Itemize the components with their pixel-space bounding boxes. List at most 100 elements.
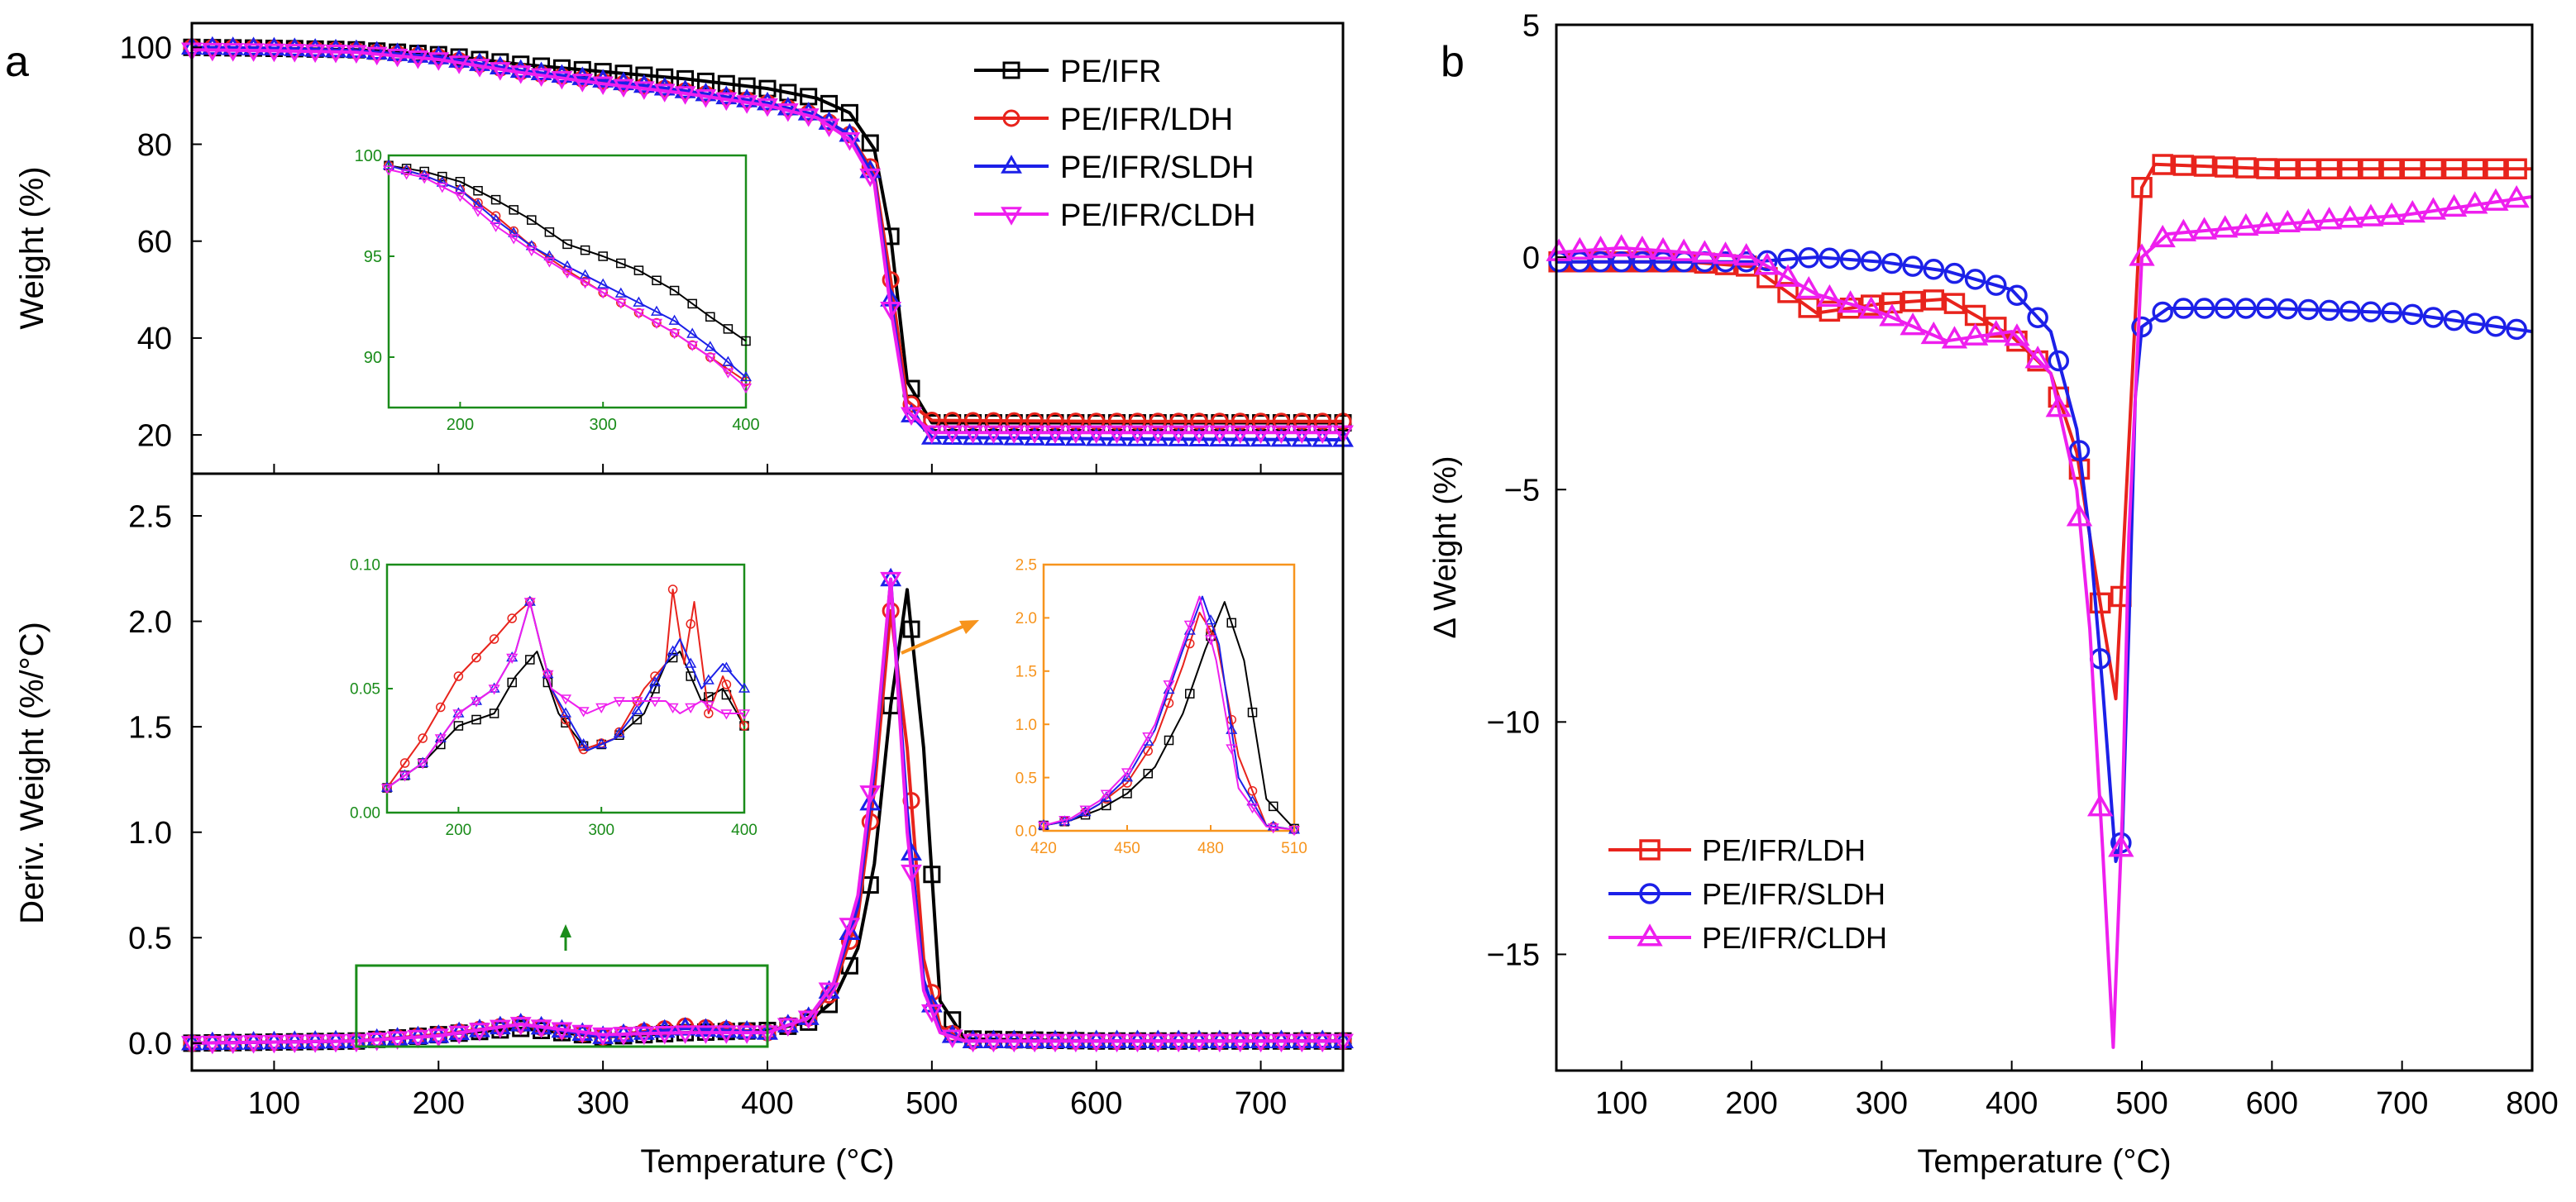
data-point [880, 302, 902, 321]
data-point [488, 684, 500, 695]
data-point [2089, 648, 2111, 670]
b-legend: PE/IFR/LDH PE/IFR/SLDH PE/IFR/CLDH [1608, 833, 1887, 955]
data-point [1902, 255, 1924, 277]
data-point [944, 1011, 962, 1029]
data-point [715, 1025, 738, 1044]
data-point [941, 425, 963, 444]
data-point [434, 732, 447, 742]
inset-y-tick-label: 1.5 [1016, 663, 1037, 680]
x-tick-label: 500 [906, 1086, 958, 1121]
data-point [859, 168, 882, 188]
data-point [633, 265, 644, 275]
a-top-inset: 90 95 100 200 300 400 [355, 147, 760, 434]
data-point [304, 1034, 327, 1053]
data-point [1121, 768, 1134, 779]
data-point [1044, 425, 1066, 444]
y-tick-label: 0.5 [128, 922, 172, 956]
data-point [2464, 312, 2486, 334]
data-point [614, 298, 627, 309]
data-point [543, 250, 556, 260]
data-point [1270, 427, 1293, 447]
b-frame [1555, 23, 2534, 1072]
data-point [407, 44, 429, 63]
data-point [399, 771, 411, 782]
x-tick-label: 200 [413, 1086, 465, 1121]
data-point [2402, 158, 2423, 180]
data-point [325, 38, 346, 58]
data-point [571, 66, 594, 85]
y-tick-label: 2.5 [128, 499, 172, 534]
data-point [407, 1029, 429, 1049]
data-point [1246, 795, 1259, 806]
data-point [1229, 1033, 1251, 1053]
data-point [1121, 771, 1134, 782]
data-point [739, 383, 753, 394]
data-point [595, 703, 608, 714]
data-point [1106, 425, 1128, 444]
data-point [839, 918, 861, 937]
data-point [242, 36, 265, 55]
data-point [982, 425, 1005, 444]
data-point [1168, 427, 1190, 446]
legend-marker [1002, 109, 1020, 127]
data-point [1777, 282, 1799, 303]
inset-y-tick-label: 0.5 [1016, 770, 1037, 787]
data-point [242, 1035, 265, 1054]
data-point [1064, 1033, 1087, 1053]
data-point [571, 1024, 594, 1044]
data-point [2108, 834, 2134, 857]
inset-y-tick-label: 100 [355, 147, 382, 165]
data-point [2235, 157, 2257, 179]
data-point [222, 1035, 244, 1055]
data-point [1229, 425, 1251, 444]
data-point [962, 425, 984, 444]
data-point [1208, 425, 1231, 444]
data-point [434, 734, 447, 745]
a-bottom-inset-left: 0.00 0.05 0.10 200 300 400 [350, 557, 758, 839]
data-point [652, 275, 662, 286]
data-point [704, 708, 714, 718]
data-point [674, 86, 696, 105]
data-point [2152, 154, 2173, 175]
data-point [490, 222, 502, 232]
data-point [470, 697, 483, 708]
data-point [366, 41, 388, 60]
data-point [542, 670, 554, 681]
data-point [1964, 304, 1986, 327]
data-point [386, 1031, 409, 1050]
data-point [1608, 234, 1635, 257]
data-point [263, 36, 285, 56]
data-point [686, 327, 699, 338]
data-point [2214, 298, 2236, 319]
data-point [2443, 158, 2465, 180]
y-tick-label: 1.5 [128, 710, 172, 745]
data-point [616, 258, 626, 269]
data-point [263, 43, 285, 63]
data-point [1204, 614, 1217, 625]
data-point [1044, 1033, 1066, 1053]
data-point [2422, 307, 2445, 328]
data-point [1183, 620, 1196, 631]
data-point [2402, 303, 2424, 326]
x-tick-label: 300 [576, 1086, 628, 1121]
data-point [382, 165, 395, 176]
data-point [1246, 803, 1259, 814]
data-point [1079, 805, 1092, 816]
data-point [242, 43, 265, 62]
a-bottom-inset-right: 0.0 0.5 1.0 1.5 2.0 2.5 420 450 480 510 [1016, 557, 1307, 857]
data-point [702, 674, 714, 684]
legend-label: PE/IFR [1060, 55, 1161, 89]
data-point [901, 864, 922, 884]
data-point [471, 714, 481, 725]
data-point [1546, 238, 1572, 261]
data-point [757, 91, 778, 111]
data-point [633, 1021, 655, 1040]
data-point [1902, 290, 1924, 312]
legend-label: PE/IFR/CLDH [1060, 198, 1255, 233]
data-point [2149, 224, 2176, 248]
data-point [1024, 1033, 1046, 1053]
data-point [800, 88, 818, 106]
data-point [1548, 251, 1570, 273]
data-point [1270, 1033, 1293, 1053]
data-point [2004, 323, 2030, 346]
